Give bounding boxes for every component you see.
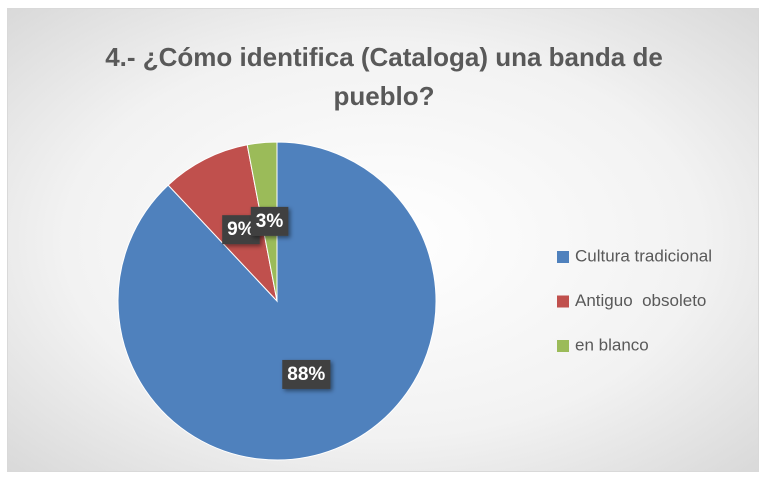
data-label: 9% bbox=[227, 219, 255, 240]
data-label-box bbox=[282, 359, 331, 389]
legend-swatch bbox=[557, 251, 569, 263]
legend-swatch bbox=[557, 295, 569, 308]
data-label: 3% bbox=[256, 211, 284, 232]
data-label-box bbox=[250, 206, 289, 236]
legend-label: en blanco bbox=[575, 335, 649, 354]
legend-label: Antiguo obsoleto bbox=[575, 291, 706, 310]
legend-swatch bbox=[557, 340, 569, 352]
chart-title: 4.- ¿Cómo identifica (Cataloga) una band… bbox=[105, 42, 663, 111]
legend-label: Cultura tradicional bbox=[575, 246, 712, 265]
data-label: 88% bbox=[287, 364, 325, 385]
